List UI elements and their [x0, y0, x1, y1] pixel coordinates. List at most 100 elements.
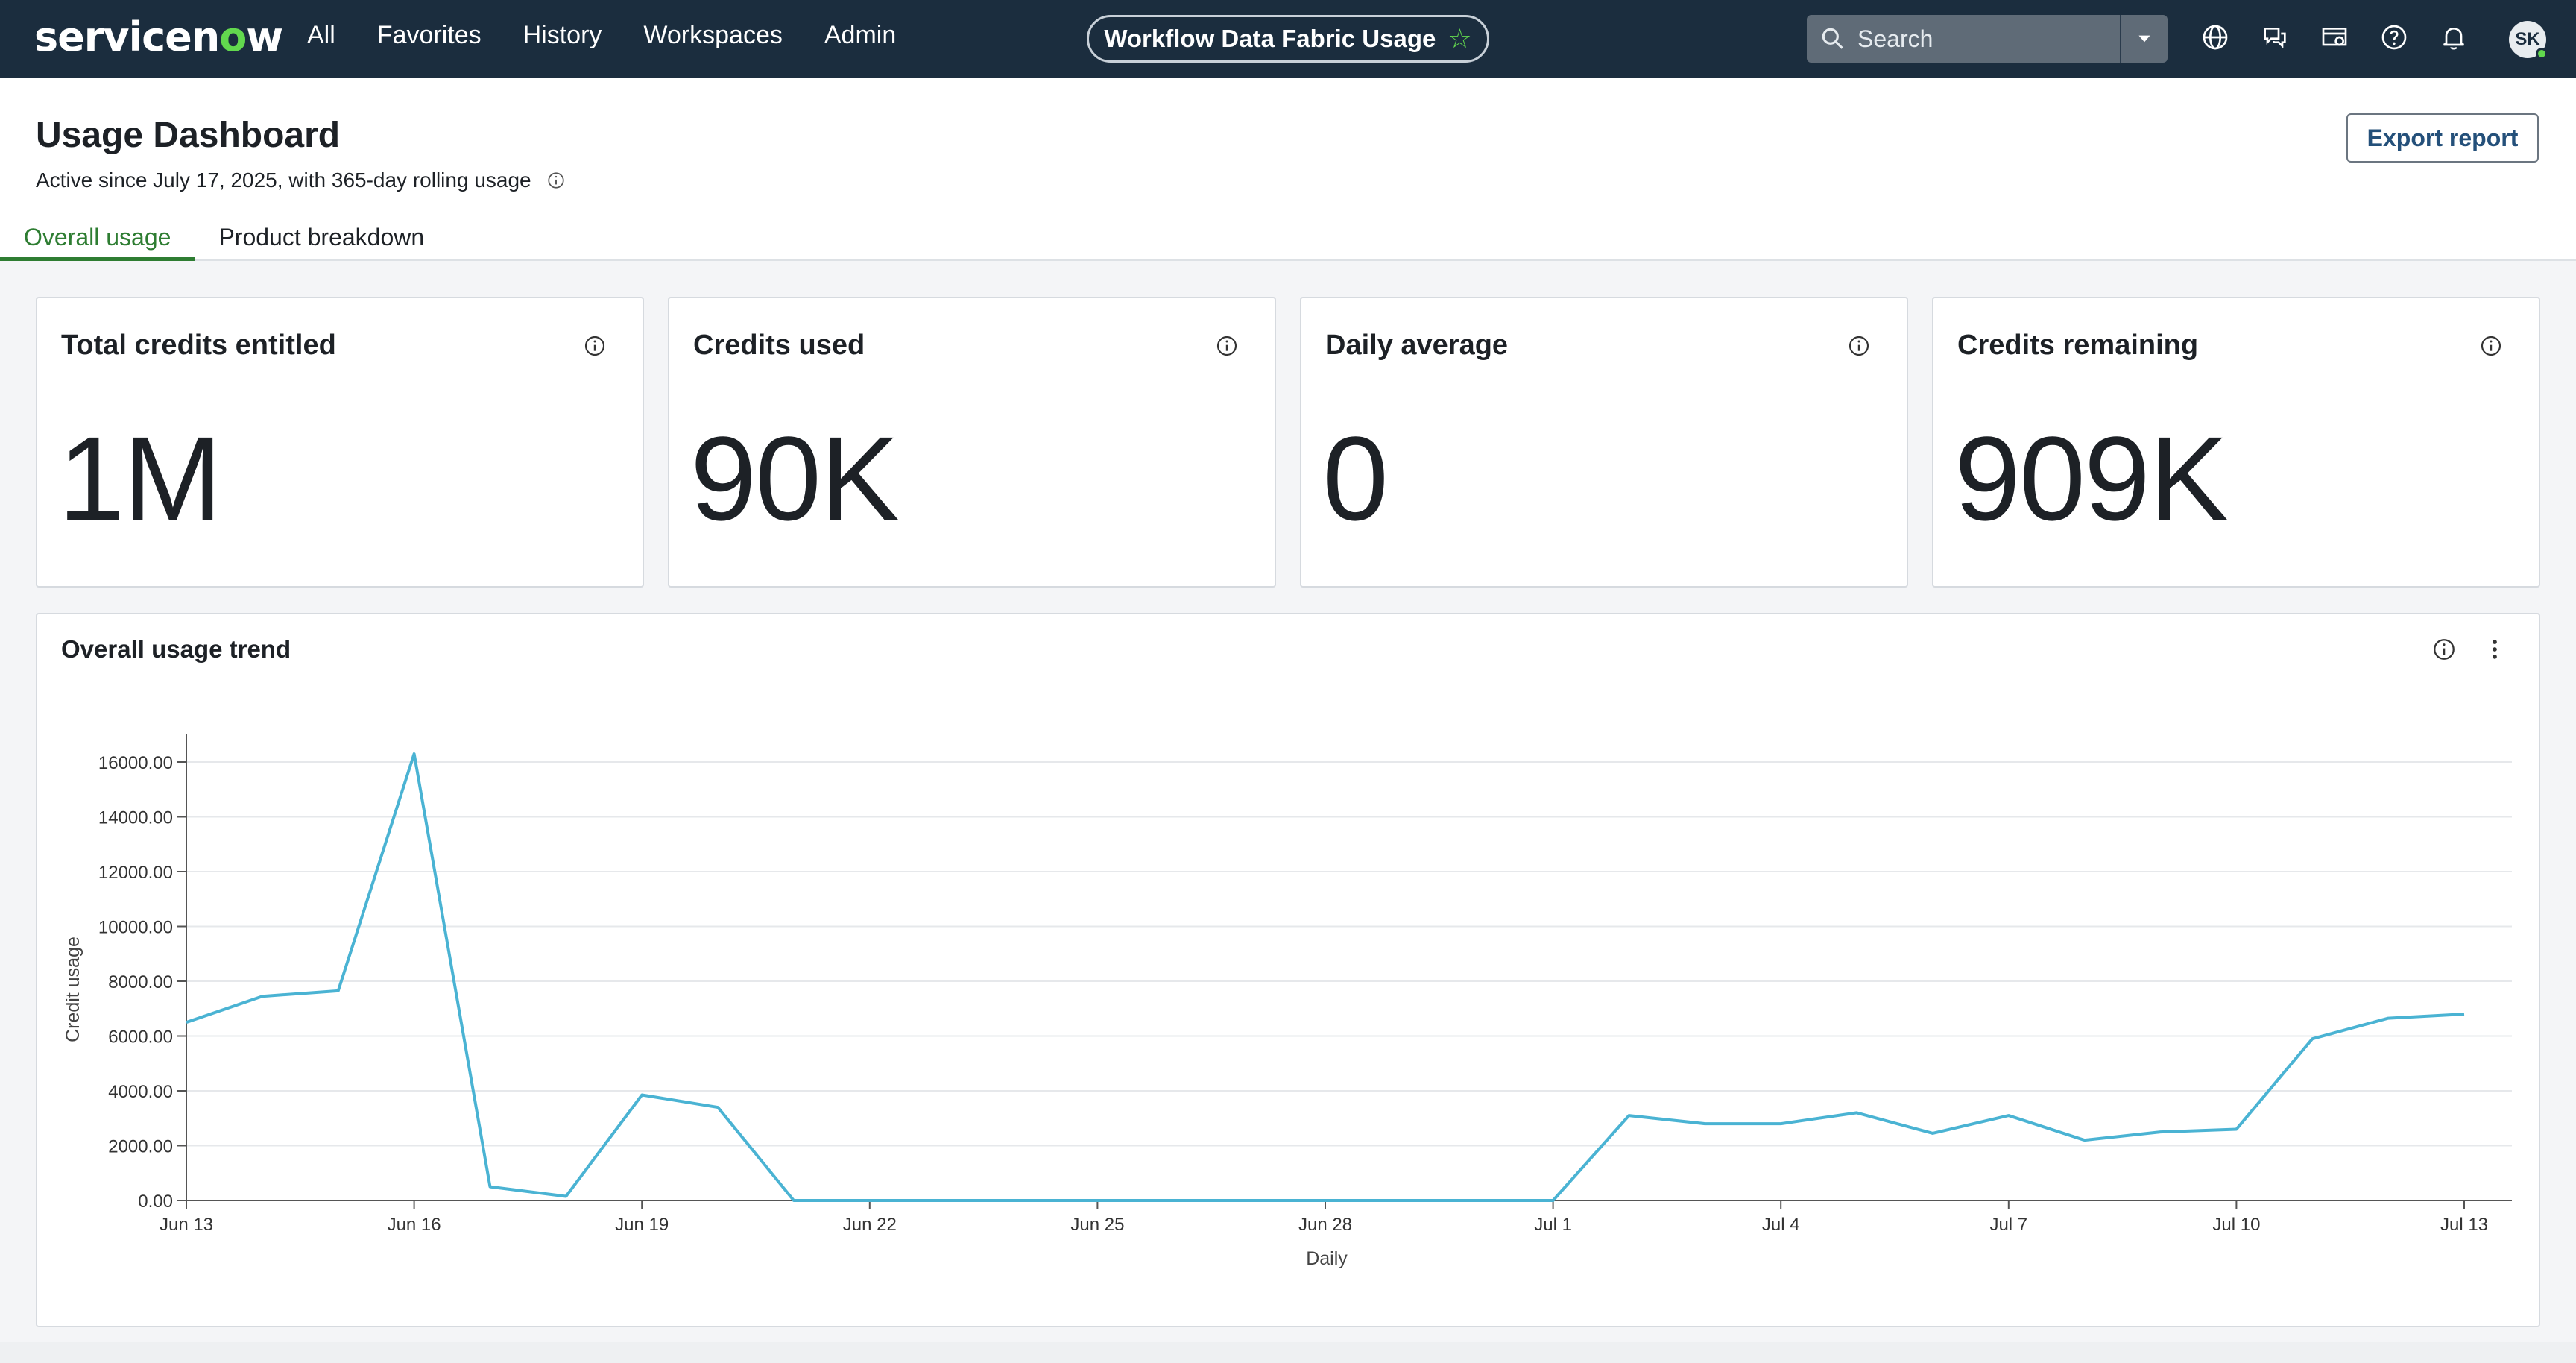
bell-icon[interactable] [2439, 22, 2469, 52]
trend-title: Overall usage trend [61, 635, 291, 663]
x-tick-label: Jun 19 [615, 1215, 669, 1235]
user-avatar[interactable]: SK [2509, 21, 2548, 60]
tab-bar: Overall usage Product breakdown [0, 218, 448, 261]
kpi-label: Total credits entitled [61, 330, 336, 361]
info-icon[interactable] [2431, 637, 2457, 662]
data-point [1321, 1196, 1330, 1205]
data-point [1700, 1119, 1709, 1128]
y-tick-label: 8000.00 [108, 972, 173, 992]
data-point [2004, 1111, 2013, 1120]
data-point [561, 1192, 570, 1200]
subtitle-text: Active since July 17, 2025, with 365-day… [36, 169, 531, 192]
data-point [2384, 1014, 2393, 1023]
search-box[interactable]: Search [1807, 15, 2168, 63]
y-tick-label: 14000.00 [98, 808, 173, 828]
x-tick-label: Jul 4 [1762, 1215, 1800, 1235]
data-point [2232, 1124, 2241, 1133]
nav-menu: All Favorites History Workspaces Admin [307, 21, 896, 50]
data-point [1473, 1196, 1482, 1205]
data-point [637, 1091, 646, 1100]
kpi-value: 0 [1322, 412, 1389, 545]
tab-product-breakdown[interactable]: Product breakdown [218, 224, 425, 251]
x-tick-label: Jun 25 [1070, 1215, 1124, 1235]
data-point [1549, 1196, 1558, 1205]
data-point [2308, 1034, 2317, 1043]
y-tick-label: 16000.00 [98, 753, 173, 773]
more-options-icon[interactable] [2482, 637, 2507, 662]
x-tick-label: Jun 16 [388, 1215, 441, 1235]
x-tick-label: Jul 10 [2212, 1215, 2260, 1235]
x-tick-label: Jun 28 [1298, 1215, 1352, 1235]
data-point [1928, 1129, 1937, 1138]
data-point [1624, 1111, 1633, 1120]
nav-item-all[interactable]: All [307, 21, 335, 49]
info-icon[interactable] [1847, 334, 1871, 358]
page-header: Usage Dashboard Active since July 17, 20… [0, 78, 2576, 261]
search-scope-dropdown[interactable] [2120, 15, 2168, 63]
data-point [789, 1196, 798, 1205]
context-title-pill[interactable]: Workflow Data Fabric Usage ☆ [1087, 15, 1489, 63]
data-point [2460, 1010, 2469, 1019]
nav-item-history[interactable]: History [523, 21, 602, 49]
y-tick-label: 10000.00 [98, 918, 173, 938]
dashboard-icon[interactable] [2320, 22, 2349, 52]
page-title: Usage Dashboard [36, 116, 341, 155]
y-tick-label: 0.00 [138, 1192, 173, 1212]
info-icon[interactable] [2479, 334, 2503, 358]
usage-trend-panel: Overall usage trend 0.00 2000.00 4000.00 60… [36, 613, 2540, 1327]
data-point [1245, 1196, 1254, 1205]
globe-icon[interactable] [2200, 22, 2230, 52]
kpi-label: Credits remaining [1957, 330, 2199, 361]
export-report-button[interactable]: Export report [2346, 113, 2539, 163]
context-title: Workflow Data Fabric Usage [1104, 25, 1436, 52]
kpi-card-credits-remaining: Credits remaining 909K [1932, 297, 2540, 588]
data-point [1093, 1196, 1102, 1205]
data-point [334, 986, 343, 995]
top-nav: servicenow All Favorites History Workspa… [0, 0, 2576, 78]
data-point [485, 1183, 494, 1192]
kpi-card-daily-average: Daily average 0 [1300, 297, 1908, 588]
x-tick-label: Jun 22 [843, 1215, 897, 1235]
search-input[interactable]: Search [1857, 25, 1933, 52]
chat-icon[interactable] [2260, 22, 2290, 52]
y-tick-label: 4000.00 [108, 1082, 173, 1102]
kpi-label: Credits used [693, 330, 865, 361]
avatar-initials: SK [2515, 29, 2540, 49]
x-tick-label: Jun 13 [160, 1215, 213, 1235]
nav-item-favorites[interactable]: Favorites [376, 21, 482, 49]
data-point [1776, 1119, 1785, 1128]
kpi-value: 1M [58, 412, 222, 545]
star-icon[interactable]: ☆ [1448, 23, 1472, 54]
chevron-down-icon [2138, 35, 2150, 43]
footer-strip [0, 1342, 2576, 1363]
nav-icons [2200, 22, 2469, 52]
info-icon[interactable] [1215, 334, 1239, 358]
tab-overall-usage[interactable]: Overall usage [0, 218, 195, 261]
x-tick-label: Jul 7 [1989, 1215, 2027, 1235]
data-point [1017, 1196, 1026, 1205]
info-icon[interactable] [583, 334, 607, 358]
y-tick-label: 2000.00 [108, 1137, 173, 1157]
nav-item-admin[interactable]: Admin [824, 21, 897, 49]
kpi-value: 90K [690, 412, 900, 545]
kpi-label: Daily average [1325, 330, 1509, 361]
y-axis-label: Credit usage [63, 937, 83, 1042]
y-tick-label: 6000.00 [108, 1027, 173, 1048]
data-point [410, 749, 419, 758]
data-point [258, 992, 267, 1001]
info-icon[interactable] [546, 171, 566, 190]
data-point [1169, 1196, 1178, 1205]
presence-dot [2536, 48, 2548, 60]
nav-item-workspaces[interactable]: Workspaces [643, 21, 783, 49]
data-point [1397, 1196, 1406, 1205]
x-tick-label: Jul 13 [2440, 1215, 2488, 1235]
help-icon[interactable] [2379, 22, 2409, 52]
data-point [2156, 1127, 2165, 1136]
page-subtitle: Active since July 17, 2025, with 365-day… [36, 169, 566, 192]
search-icon [1822, 28, 1843, 49]
usage-trend-chart: 0.00 2000.00 4000.00 6000.00 8000.00 10000.00… [63, 734, 2512, 1269]
servicenow-logo[interactable]: servicenow [34, 13, 283, 60]
data-point [182, 1018, 191, 1027]
kpi-card-total-credits: Total credits entitled 1M [36, 297, 644, 588]
kpi-value: 909K [1954, 412, 2229, 545]
